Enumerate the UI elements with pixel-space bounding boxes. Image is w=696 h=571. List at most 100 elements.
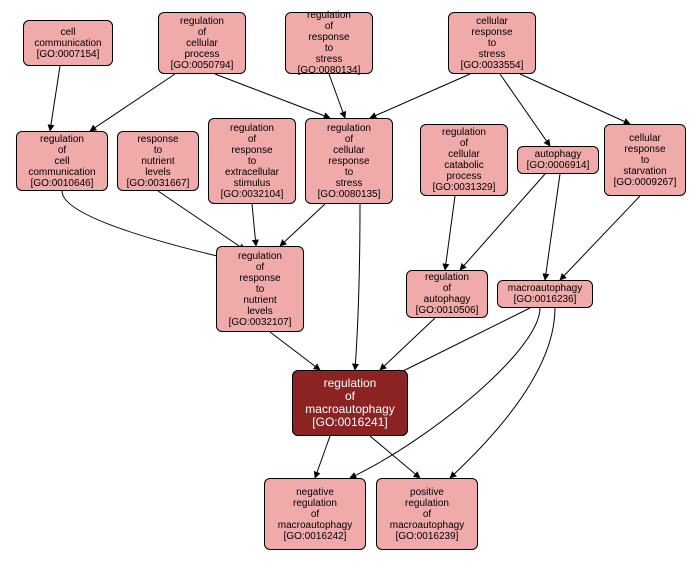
node-regmacro[interactable]: regulationofmacroautophagy[GO:0016241] bbox=[292, 370, 408, 436]
node-posregmacro[interactable]: positiveregulationofmacroautophagy[GO:00… bbox=[376, 478, 478, 550]
node-label: [GO:0031667] bbox=[127, 178, 190, 189]
edge-macroauto-regmacro bbox=[395, 308, 530, 375]
node-respnutr[interactable]: responsetonutrientlevels[GO:0031667] bbox=[117, 131, 199, 191]
node-label: [GO:0007154] bbox=[37, 49, 100, 60]
node-label: [GO:0031329] bbox=[433, 182, 496, 193]
node-autophagy[interactable]: autophagy[GO:0006914] bbox=[517, 146, 599, 174]
node-regcellcat[interactable]: regulationofcellularcatabolicprocess[GO:… bbox=[420, 124, 508, 196]
node-label: negative bbox=[296, 487, 334, 498]
node-label: [GO:0016239] bbox=[396, 531, 459, 542]
node-label: cell bbox=[54, 156, 69, 167]
node-label: [GO:0016236] bbox=[514, 294, 577, 305]
edge-cellcomm-regcellcomm bbox=[50, 66, 60, 131]
node-label: [GO:0080135] bbox=[318, 189, 381, 200]
node-label: of bbox=[325, 21, 333, 32]
node-label: regulation bbox=[405, 498, 449, 509]
node-label: levels bbox=[145, 167, 171, 178]
node-regcellrespstr[interactable]: regulationofcellularresponsetostress[GO:… bbox=[305, 118, 393, 204]
edge-regmacro-negregmacro bbox=[315, 436, 330, 478]
node-label: regulation bbox=[238, 251, 282, 262]
node-label: to bbox=[256, 284, 264, 295]
edge-regcellproc-regcellcomm bbox=[90, 74, 175, 131]
node-label: regulation bbox=[442, 127, 486, 138]
node-label: regulation bbox=[425, 272, 469, 283]
node-cellrespstr[interactable]: cellularresponsetostress[GO:0033554] bbox=[448, 12, 536, 74]
node-label: to bbox=[248, 156, 256, 167]
node-label: [GO:0006914] bbox=[527, 160, 590, 171]
node-negregmacro[interactable]: negativeregulationofmacroautophagy[GO:00… bbox=[264, 478, 366, 550]
node-regcellcomm[interactable]: regulationofcellcommunication[GO:0010646… bbox=[16, 131, 108, 191]
node-label: regulation bbox=[293, 498, 337, 509]
edge-regmacro-posregmacro bbox=[370, 436, 420, 478]
node-label: stress bbox=[316, 54, 343, 65]
node-label: [GO:0033554] bbox=[461, 60, 524, 71]
node-label: communication bbox=[34, 38, 101, 49]
node-regrespnutr[interactable]: regulationofresponsetonutrientlevels[GO:… bbox=[216, 246, 304, 332]
edge-autophagy-macroauto bbox=[545, 174, 560, 280]
node-label: of bbox=[58, 145, 66, 156]
edge-regcellproc-regcellrespstr bbox=[215, 74, 330, 118]
node-label: [GO:0016241] bbox=[312, 416, 387, 429]
node-label: response bbox=[137, 134, 178, 145]
node-label: of bbox=[460, 138, 468, 149]
node-regauto[interactable]: regulationofautophagy[GO:0010506] bbox=[406, 270, 488, 318]
node-label: process bbox=[446, 171, 481, 182]
node-label: macroautophagy bbox=[508, 283, 583, 294]
node-label: [GO:0009267] bbox=[614, 177, 677, 188]
node-label: response bbox=[231, 145, 272, 156]
node-regrespext[interactable]: regulationofresponsetoextracellularstimu… bbox=[208, 118, 296, 204]
node-label: [GO:0032107] bbox=[229, 317, 292, 328]
node-label: to bbox=[154, 145, 162, 156]
node-label: regulation bbox=[327, 123, 371, 134]
node-label: [GO:0010506] bbox=[416, 305, 479, 316]
node-label: cellular bbox=[333, 145, 365, 156]
node-label: to bbox=[325, 43, 333, 54]
edge-regcellrespstr-regrespnutr bbox=[280, 204, 325, 246]
node-label: macroautophagy bbox=[278, 520, 353, 531]
edge-macroauto-posregmacro bbox=[450, 308, 555, 478]
edge-regcellcat-regauto bbox=[445, 196, 455, 270]
node-label: of bbox=[443, 283, 451, 294]
edge-cellrespstr-regcellrespstr bbox=[370, 74, 470, 118]
node-label: cellular bbox=[476, 16, 508, 27]
node-label: extracellular bbox=[225, 167, 279, 178]
edge-regrespext-regrespnutr bbox=[252, 204, 256, 246]
edge-cellrespstr-cellrespstarv bbox=[520, 74, 630, 124]
node-label: to bbox=[345, 167, 353, 178]
node-label: levels bbox=[247, 306, 273, 317]
node-label: [GO:0050794] bbox=[171, 60, 234, 71]
node-label: response bbox=[328, 156, 369, 167]
node-label: nutrient bbox=[141, 156, 174, 167]
node-label: regulation bbox=[40, 134, 84, 145]
node-label: to bbox=[641, 155, 649, 166]
node-label: [GO:0016242] bbox=[284, 531, 347, 542]
node-macroauto[interactable]: macroautophagy[GO:0016236] bbox=[497, 280, 593, 308]
node-regcellproc[interactable]: regulationofcellularprocess[GO:0050794] bbox=[158, 12, 246, 74]
node-label: of bbox=[423, 509, 431, 520]
node-label: cellular bbox=[186, 38, 218, 49]
node-label: regulation bbox=[230, 123, 274, 134]
node-label: of bbox=[311, 509, 319, 520]
edge-regrespnutr-regmacro bbox=[270, 332, 320, 370]
edge-cellrespstarv-macroauto bbox=[560, 196, 640, 280]
node-label: macroautophagy bbox=[390, 520, 465, 531]
node-label: [GO:0032104] bbox=[221, 189, 284, 200]
node-label: regulation bbox=[180, 16, 224, 27]
node-label: of bbox=[198, 27, 206, 38]
node-cellrespstarv[interactable]: cellularresponsetostarvation[GO:0009267] bbox=[604, 124, 686, 196]
node-label: autophagy bbox=[424, 294, 471, 305]
node-label: response bbox=[308, 32, 349, 43]
node-label: of bbox=[248, 134, 256, 145]
node-label: cell bbox=[60, 27, 75, 38]
node-label: of bbox=[345, 134, 353, 145]
node-label: process bbox=[184, 49, 219, 60]
node-label: autophagy bbox=[535, 149, 582, 160]
edge-regcellrespstr-regmacro bbox=[355, 204, 360, 370]
node-cellcomm[interactable]: cellcommunication[GO:0007154] bbox=[23, 20, 113, 66]
edge-regauto-regmacro bbox=[380, 318, 435, 370]
node-label: cellular bbox=[629, 133, 661, 144]
node-label: response bbox=[471, 27, 512, 38]
node-regrespstr[interactable]: regulationofresponsetostress[GO:0080134] bbox=[285, 12, 373, 74]
node-label: regulation bbox=[324, 377, 377, 390]
node-label: [GO:0080134] bbox=[298, 65, 361, 76]
